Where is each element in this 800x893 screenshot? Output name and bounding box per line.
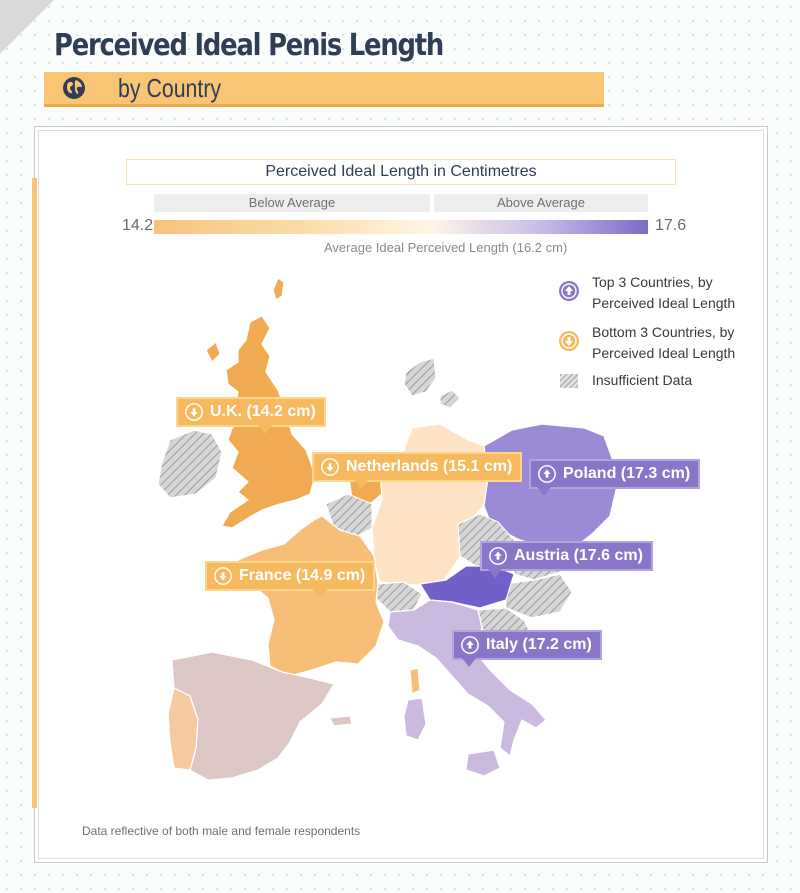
footer-note: Data reflective of both male and female … [82, 824, 361, 838]
callout-pointer [313, 589, 327, 598]
average-label: Average Ideal Perceived Length (16.2 cm) [324, 240, 568, 255]
callout-netherlands-label: Netherlands (15.1 cm) [346, 458, 513, 475]
globe-icon [63, 77, 85, 99]
callout-poland-label: Poland (17.3 cm) [563, 465, 691, 482]
switzerland-region [375, 581, 423, 613]
callout-pointer [354, 480, 368, 489]
legend-top: Top 3 Countries, by Perceived Ideal Leng… [558, 272, 752, 314]
callout-pointer [488, 569, 502, 578]
callout-austria-label: Austria (17.6 cm) [514, 547, 643, 564]
callout-netherlands: Netherlands (15.1 cm) [312, 452, 523, 489]
corner-decoration [0, 0, 54, 54]
page-title: Perceived Ideal Penis Length [54, 28, 444, 63]
denmark-island [439, 389, 461, 409]
arrow-down-circle-icon [321, 458, 339, 476]
callout-france-label: France (14.9 cm) [239, 567, 366, 584]
callout-pointer [258, 425, 272, 434]
callout-italy: Italy (17.2 cm) [452, 630, 602, 667]
subtitle-band [44, 72, 604, 107]
color-scale-bar [154, 220, 648, 234]
arrow-down-circle-icon [214, 567, 232, 585]
legend-top-label: Top 3 Countries, by Perceived Ideal Leng… [592, 274, 736, 311]
ireland-region [157, 429, 223, 499]
hatch-swatch [560, 374, 578, 388]
italy-region [387, 599, 547, 757]
side-accent-bar [32, 178, 37, 808]
denmark-region [403, 357, 437, 397]
sardinia-region [403, 697, 427, 741]
arrow-down-circle-icon [185, 403, 203, 421]
legend-bottom-label: Bottom 3 Countries, by Perceived Ideal L… [592, 324, 736, 361]
scale-title: Perceived Ideal Length in Centimetres [126, 159, 676, 185]
hungary-region [503, 573, 573, 619]
callout-uk: U.K. (14.2 cm) [176, 397, 326, 434]
callout-austria: Austria (17.6 cm) [480, 541, 653, 578]
uk-islands [205, 341, 221, 363]
portugal-region [167, 687, 199, 771]
scale-max-label: 17.6 [655, 217, 687, 234]
arrow-up-circle-icon [461, 636, 479, 654]
arrow-up-circle-icon [489, 547, 507, 565]
corsica-region [409, 667, 421, 695]
below-average-label: Below Average [154, 194, 430, 212]
legend-insufficient-label: Insufficient Data [592, 372, 693, 388]
page-subtitle: by Country [118, 73, 222, 103]
europe-map [157, 277, 617, 781]
arrow-up-circle-icon [538, 465, 556, 483]
legend-insufficient: Insufficient Data [558, 370, 752, 391]
sicily-region [465, 749, 501, 777]
france-region [237, 515, 385, 677]
callout-pointer [462, 658, 476, 667]
callout-uk-label: U.K. (14.2 cm) [210, 403, 316, 420]
callout-italy-label: Italy (17.2 cm) [486, 636, 592, 653]
callout-pointer [537, 487, 551, 496]
scale-min-label: 14.2 [122, 217, 154, 234]
callout-france: France (14.9 cm) [205, 561, 376, 598]
above-average-label: Above Average [434, 194, 648, 212]
balearic-region [329, 715, 353, 727]
legend-bottom: Bottom 3 Countries, by Perceived Ideal L… [558, 322, 752, 364]
arrow-up-circle-icon [559, 281, 579, 301]
callout-poland: Poland (17.3 cm) [529, 459, 701, 496]
norway-region [272, 277, 285, 301]
arrow-down-circle-icon [559, 331, 579, 351]
